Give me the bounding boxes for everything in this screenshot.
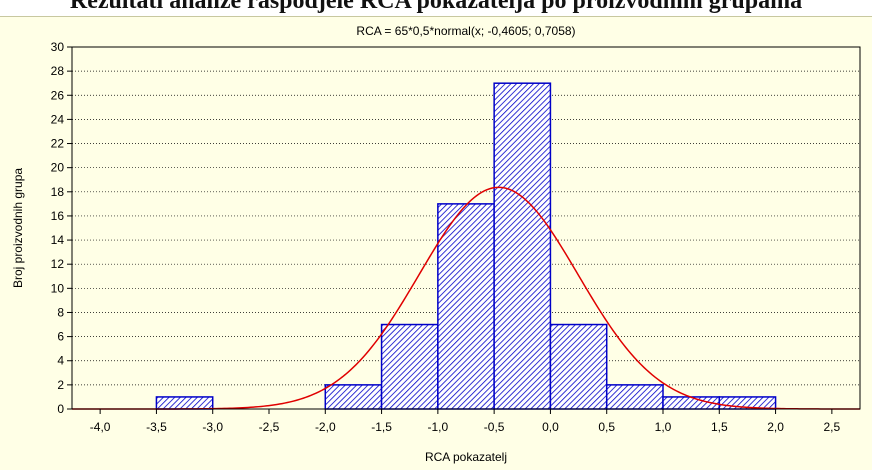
y-tick-label: 10	[51, 281, 65, 295]
x-tick-label: -2,0	[315, 420, 336, 434]
histogram-bar	[493, 82, 552, 410]
histogram-bar	[605, 384, 664, 410]
x-axis-title: RCA pokazatelj	[425, 450, 507, 464]
cropped-banner-title: Rezultati analize raspodjele RCA pokazat…	[69, 0, 803, 14]
x-tick-label: -1,0	[428, 420, 449, 434]
x-tick-label: 0,5	[598, 420, 615, 434]
histogram-bar	[437, 203, 495, 410]
histogram-bar	[324, 384, 383, 410]
y-tick-label: 4	[57, 354, 64, 368]
x-tick-label: 2,0	[767, 420, 784, 434]
y-tick-label: 30	[51, 40, 65, 54]
x-tick-label: -0,5	[484, 420, 505, 434]
x-axis-ticks: -4,0 -3,5 -3,0 -2,5 -2,0 -1,5 -1,0 -0,5 0,0 0,5 1,…	[90, 409, 841, 434]
y-tick-label: 2	[57, 378, 64, 392]
x-tick-label: 2,5	[824, 420, 841, 434]
y-tick-label: 16	[51, 209, 65, 223]
y-tick-label: 0	[57, 402, 64, 416]
histogram-bars	[155, 82, 777, 410]
x-tick-label: -2,5	[259, 420, 280, 434]
x-tick-label: 1,5	[711, 420, 728, 434]
y-tick-label: 8	[57, 305, 64, 319]
y-tick-label: 18	[51, 185, 65, 199]
plot-border	[71, 46, 861, 410]
x-tick-label: -4,0	[90, 420, 111, 434]
histogram-bar	[549, 323, 608, 410]
x-tick-label: 0,0	[542, 420, 559, 434]
histogram-bar	[380, 323, 439, 410]
y-tick-label: 22	[51, 137, 65, 151]
y-tick-label: 26	[51, 88, 65, 102]
x-tick-label: 1,0	[655, 420, 672, 434]
y-tick-label: 20	[51, 161, 65, 175]
y-tick-label: 14	[51, 233, 65, 247]
y-axis-title: Broj proizvodnih grupa	[11, 168, 25, 288]
x-tick-label: -3,5	[146, 420, 167, 434]
y-tick-label: 24	[51, 112, 65, 126]
y-tick-label: 6	[57, 330, 64, 344]
x-tick-label: -1,5	[371, 420, 392, 434]
x-tick-label: -3,0	[202, 420, 223, 434]
histogram-chart: RCA = 65*0,5*normal(x; -0,4605; 0,7058) …	[11, 24, 861, 464]
chart-panel: RCA = 65*0,5*normal(x; -0,4605; 0,7058) …	[0, 16, 872, 470]
y-tick-label: 12	[51, 257, 65, 271]
histogram-bar	[155, 396, 214, 410]
y-tick-label: 28	[51, 64, 65, 78]
chart-title: RCA = 65*0,5*normal(x; -0,4605; 0,7058)	[356, 24, 575, 38]
